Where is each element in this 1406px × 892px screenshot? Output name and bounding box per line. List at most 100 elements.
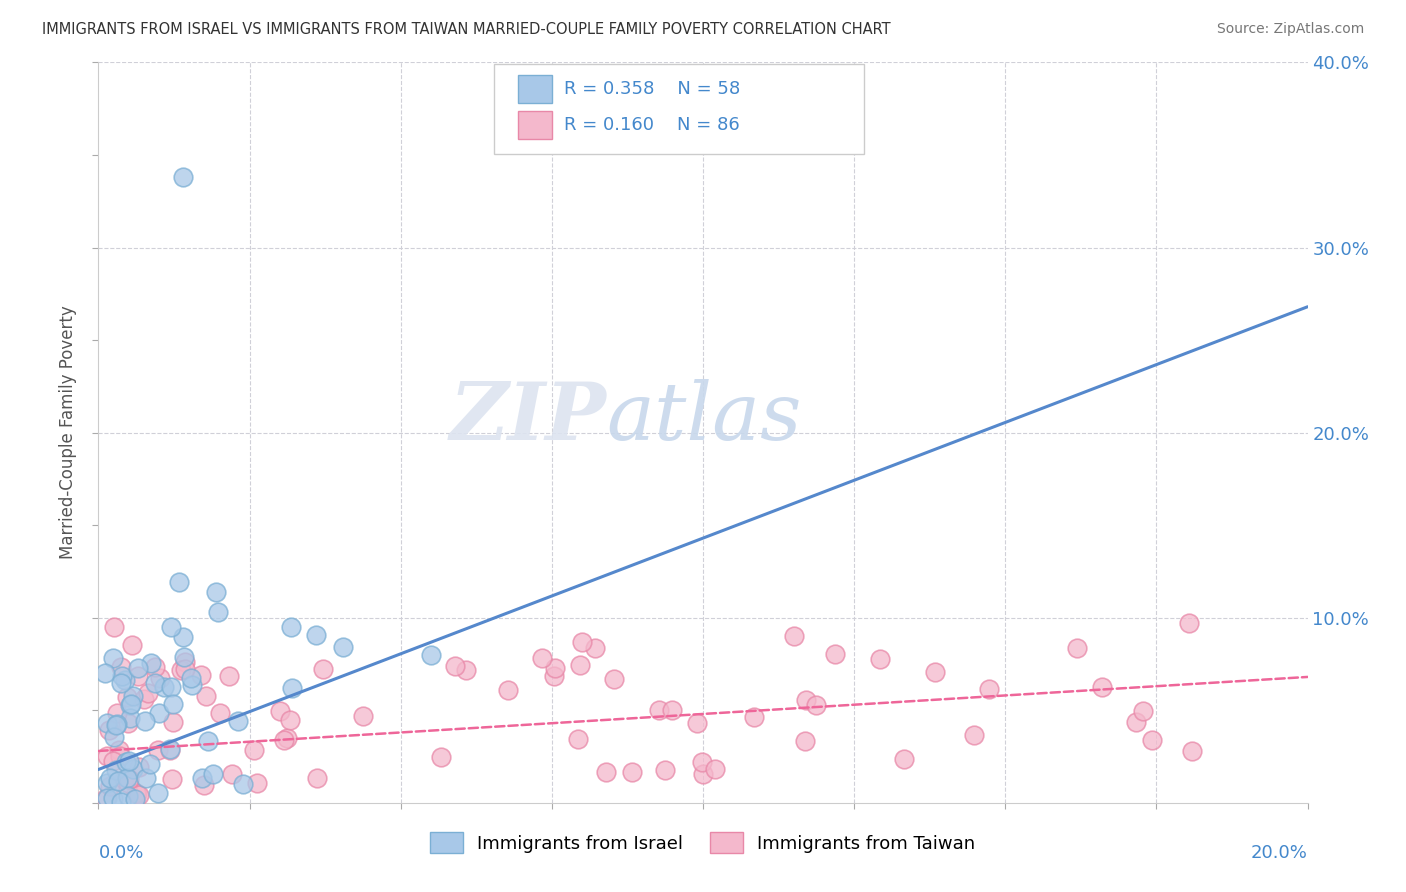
Point bbox=[543, 669, 565, 683]
Point bbox=[190, 771, 212, 785]
Point bbox=[149, 671, 172, 685]
Point bbox=[1178, 615, 1201, 630]
Point bbox=[148, 706, 170, 720]
Point bbox=[122, 690, 145, 704]
Point bbox=[686, 716, 709, 731]
Point bbox=[806, 698, 828, 712]
Point bbox=[107, 773, 129, 788]
Point bbox=[94, 665, 117, 680]
FancyBboxPatch shape bbox=[517, 111, 553, 138]
Point bbox=[135, 771, 157, 785]
Point bbox=[139, 756, 162, 771]
Text: 20.0%: 20.0% bbox=[1251, 844, 1308, 862]
Point bbox=[794, 692, 817, 706]
Point bbox=[160, 772, 183, 786]
Point bbox=[110, 795, 132, 809]
Point bbox=[136, 685, 159, 699]
Point bbox=[305, 771, 328, 785]
Point bbox=[690, 755, 713, 769]
Point bbox=[824, 647, 846, 661]
Point bbox=[963, 728, 986, 742]
Point bbox=[134, 714, 156, 729]
Point bbox=[692, 767, 714, 781]
Point bbox=[162, 698, 184, 712]
Point bbox=[159, 742, 181, 756]
Point bbox=[193, 778, 215, 792]
Y-axis label: Married-Couple Family Poverty: Married-Couple Family Poverty bbox=[59, 306, 77, 559]
Point bbox=[332, 640, 354, 655]
Point bbox=[204, 584, 226, 599]
Point bbox=[146, 786, 169, 800]
Point bbox=[125, 786, 148, 800]
Text: R = 0.160    N = 86: R = 0.160 N = 86 bbox=[564, 116, 740, 134]
Point bbox=[117, 716, 139, 731]
Point bbox=[276, 731, 298, 745]
Point bbox=[1091, 680, 1114, 694]
Point bbox=[108, 749, 131, 764]
Point bbox=[146, 743, 169, 757]
Point bbox=[197, 734, 219, 748]
Point bbox=[96, 748, 118, 763]
Point bbox=[783, 629, 806, 643]
Point bbox=[595, 70, 617, 85]
Point bbox=[173, 649, 195, 664]
Point bbox=[110, 676, 132, 690]
Point bbox=[160, 680, 183, 694]
Point bbox=[98, 771, 121, 785]
Point bbox=[127, 669, 149, 683]
Text: 0.0%: 0.0% bbox=[98, 844, 143, 862]
Point bbox=[174, 662, 197, 676]
Point bbox=[226, 714, 249, 728]
Point bbox=[117, 789, 139, 804]
Point bbox=[208, 706, 231, 720]
Point bbox=[160, 620, 183, 634]
Point bbox=[101, 754, 124, 768]
Point bbox=[703, 762, 725, 776]
Point bbox=[121, 639, 143, 653]
Point bbox=[567, 732, 589, 747]
Point bbox=[869, 652, 891, 666]
Legend: Immigrants from Israel, Immigrants from Taiwan: Immigrants from Israel, Immigrants from … bbox=[423, 825, 983, 861]
Point bbox=[924, 665, 946, 679]
Point bbox=[456, 663, 478, 677]
Point bbox=[132, 692, 155, 706]
Point bbox=[1181, 744, 1204, 758]
Point bbox=[108, 743, 131, 757]
Point bbox=[152, 680, 174, 694]
Point bbox=[118, 711, 141, 725]
Point bbox=[105, 718, 128, 732]
Point bbox=[172, 170, 194, 185]
Point bbox=[312, 662, 335, 676]
Point bbox=[661, 703, 683, 717]
Point bbox=[139, 657, 162, 671]
Point bbox=[112, 772, 135, 786]
Point bbox=[118, 772, 141, 786]
Point bbox=[169, 663, 191, 677]
Point bbox=[496, 683, 519, 698]
Point bbox=[162, 714, 184, 729]
Point bbox=[269, 705, 291, 719]
Point bbox=[127, 661, 149, 675]
Point bbox=[443, 658, 465, 673]
Point bbox=[595, 765, 617, 780]
Point bbox=[603, 673, 626, 687]
Point bbox=[110, 660, 132, 674]
Point bbox=[120, 698, 142, 712]
Point bbox=[544, 660, 567, 674]
Point bbox=[202, 766, 225, 780]
Point bbox=[117, 772, 139, 786]
Text: Source: ZipAtlas.com: Source: ZipAtlas.com bbox=[1216, 22, 1364, 37]
Point bbox=[118, 698, 141, 713]
Point bbox=[98, 779, 121, 793]
Text: IMMIGRANTS FROM ISRAEL VS IMMIGRANTS FROM TAIWAN MARRIED-COUPLE FAMILY POVERTY C: IMMIGRANTS FROM ISRAEL VS IMMIGRANTS FRO… bbox=[42, 22, 891, 37]
Point bbox=[654, 763, 676, 777]
Point bbox=[125, 787, 148, 801]
Point bbox=[96, 790, 118, 805]
Point bbox=[420, 648, 443, 662]
Point bbox=[114, 673, 136, 687]
Point bbox=[174, 655, 197, 669]
Point bbox=[103, 731, 125, 745]
Point bbox=[1132, 704, 1154, 718]
Point bbox=[893, 751, 915, 765]
Point bbox=[117, 690, 139, 704]
